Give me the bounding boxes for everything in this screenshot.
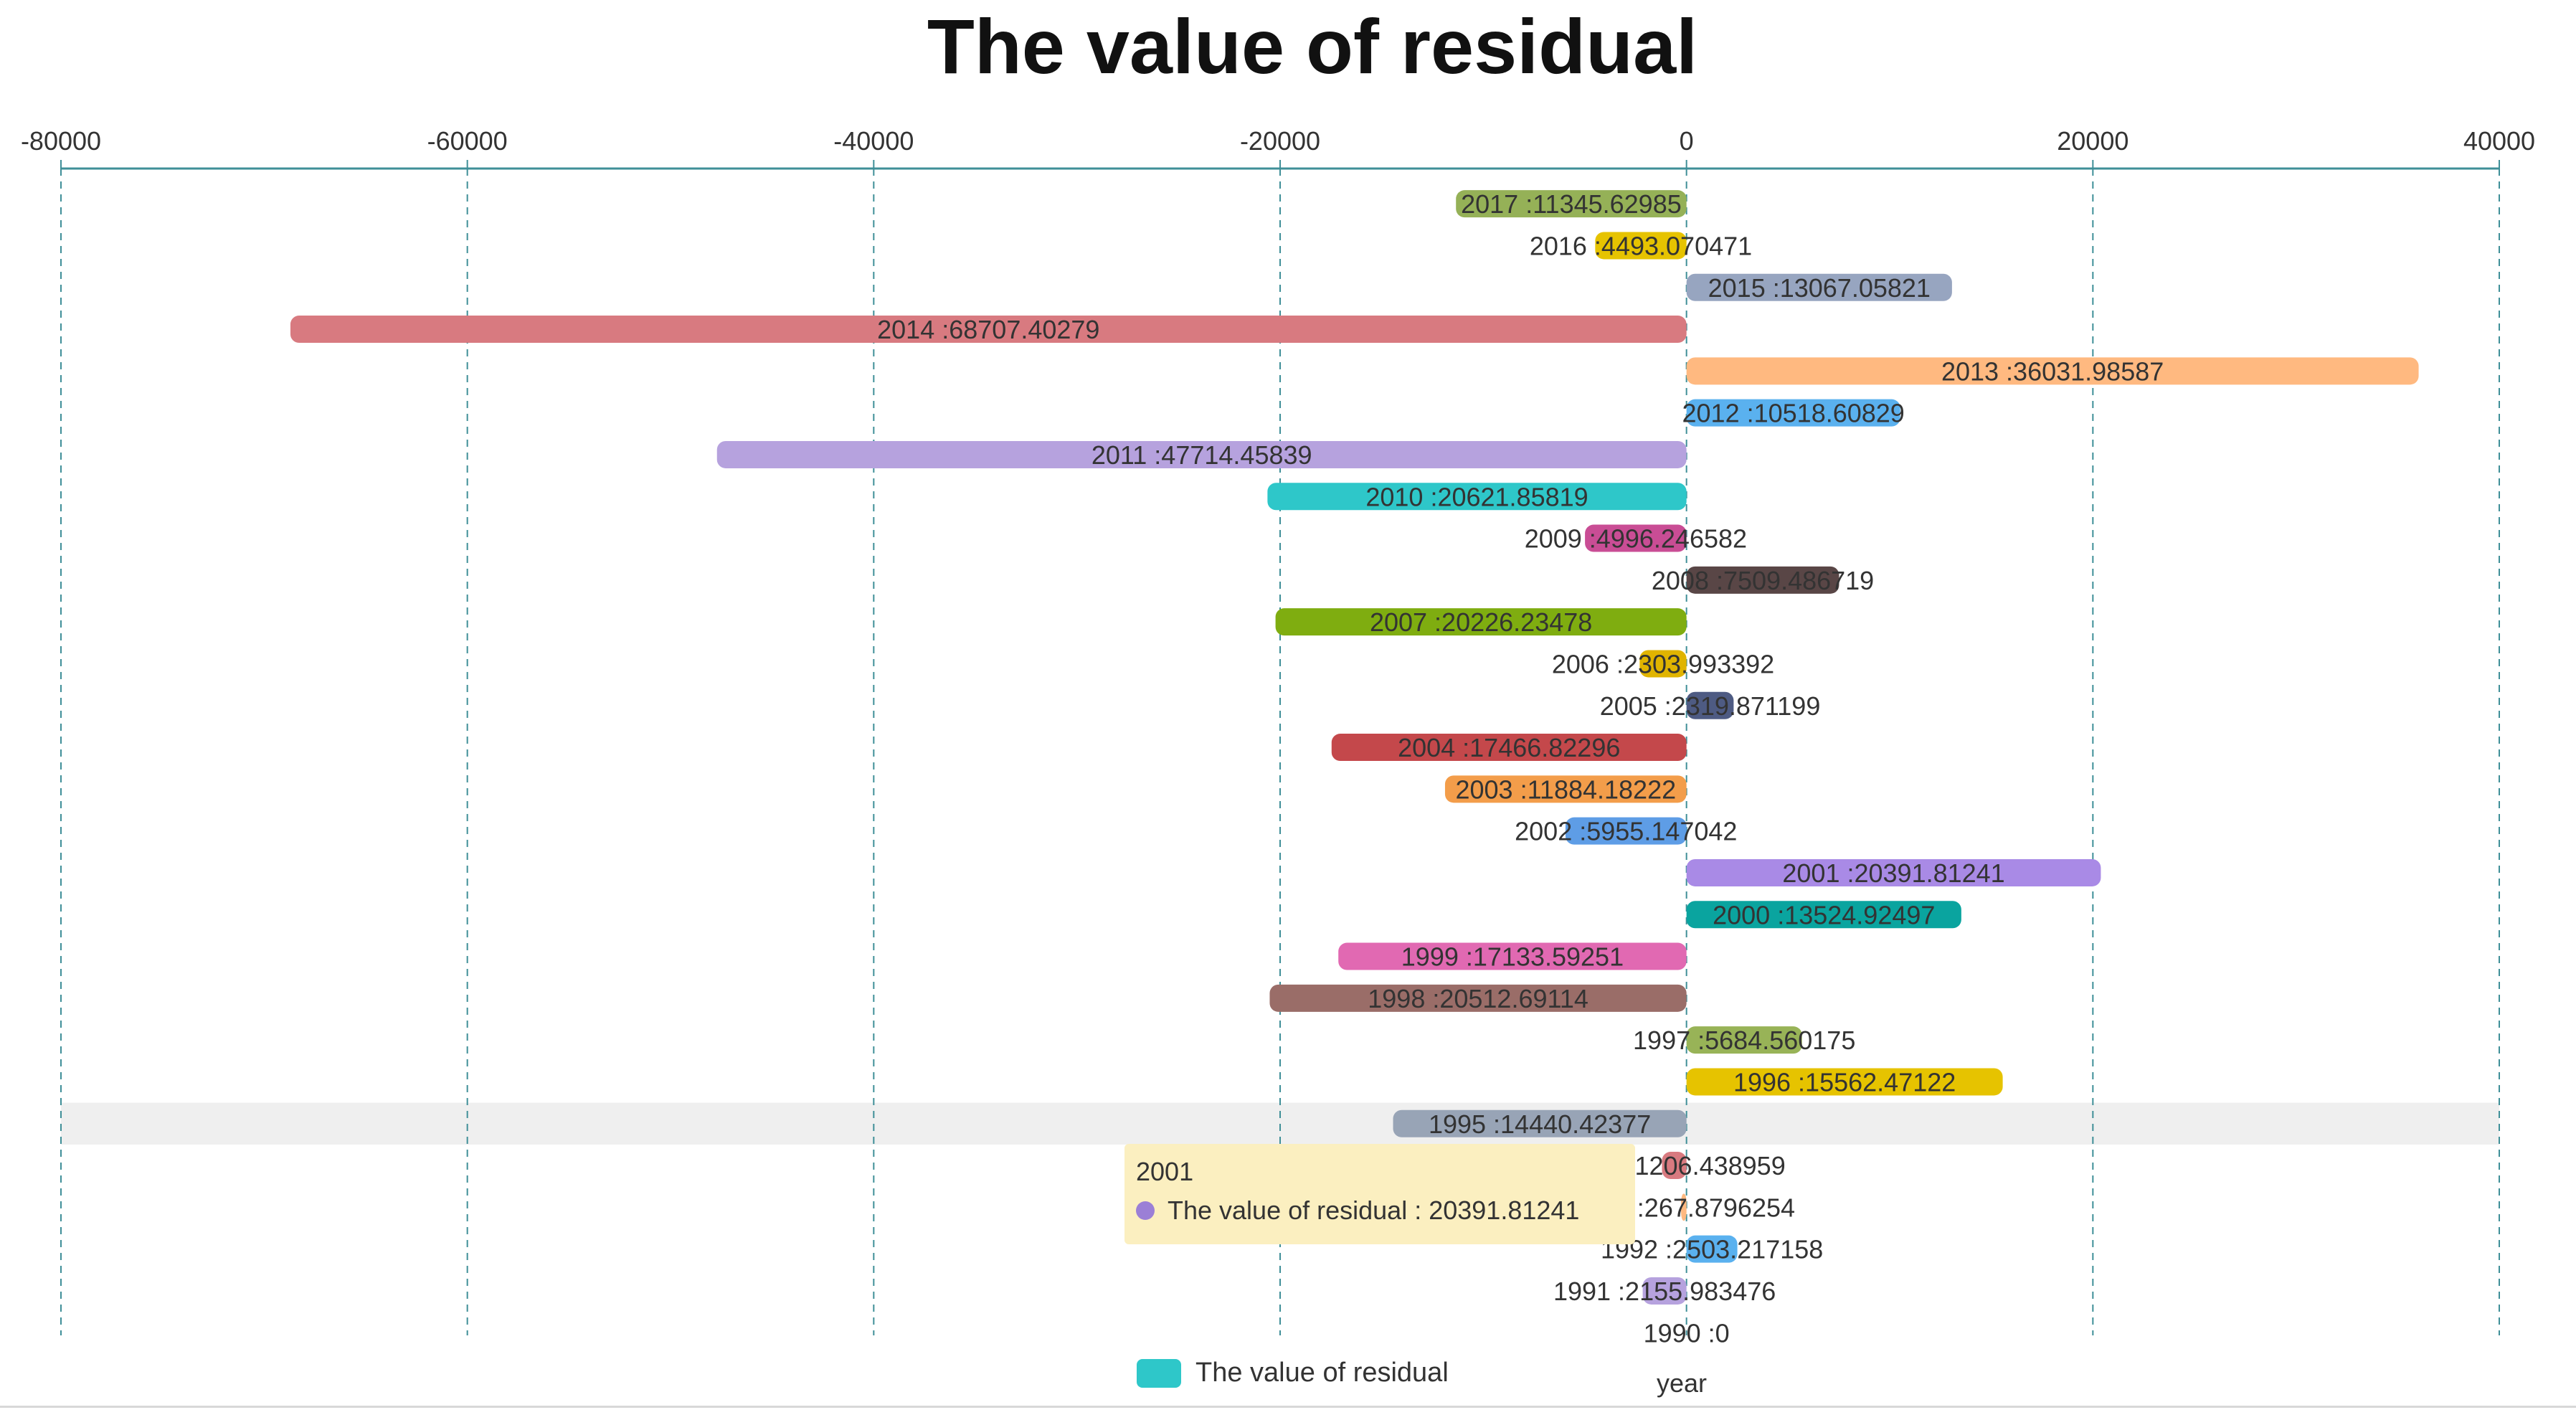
bar-2005 [1686, 691, 1734, 719]
data-label-2017: 2017 :11345.62985 [1461, 189, 1682, 219]
bar-1991 [1642, 1277, 1687, 1305]
bar-2007 [1275, 608, 1687, 636]
tooltip-separator: : [1407, 1196, 1429, 1225]
bar-1998 [1269, 984, 1687, 1012]
data-label-2010: 2010 :20621.85819 [1365, 482, 1588, 511]
data-label-1992: 1992 :2503.217158 [1601, 1235, 1823, 1264]
bar-1992 [1686, 1235, 1738, 1263]
data-label-2012: 2012 :10518.60829 [1682, 399, 1905, 428]
data-label-2013: 2013 :36031.98587 [1941, 356, 2164, 386]
tooltip: 2001 The value of residual : 20391.81241 [1124, 1144, 1635, 1244]
bar-2004 [1331, 734, 1687, 762]
data-label-1991: 1991 :2155.983476 [1553, 1277, 1776, 1306]
bottom-divider [0, 1406, 2576, 1408]
bar-2011 [716, 440, 1687, 468]
x-tick-label: 0 [1680, 126, 1694, 156]
chart-title: The value of residual [927, 3, 1698, 90]
data-label-1995: 1995 :14440.42377 [1429, 1109, 1651, 1139]
data-label-2008: 2008 :7509.486719 [1652, 566, 1874, 595]
y-axis-name: year [1657, 1368, 1708, 1398]
tooltip-marker-icon [1136, 1201, 1155, 1220]
data-label-2007: 2007 :20226.23478 [1370, 607, 1592, 637]
data-label-2004: 2004 :17466.82296 [1398, 733, 1620, 762]
data-label-1998: 1998 :20512.69114 [1368, 984, 1588, 1013]
data-label-1997: 1997 :5684.560175 [1633, 1026, 1855, 1055]
data-label-2002: 2002 :5955.147042 [1515, 817, 1737, 846]
bar-1996 [1686, 1068, 2003, 1096]
bar-1999 [1338, 942, 1687, 970]
bar-2006 [1639, 650, 1687, 678]
bar-2013 [1686, 357, 2419, 385]
tooltip-value: 20391.81241 [1429, 1196, 1580, 1225]
data-label-2009: 2009 :4996.246582 [1525, 524, 1747, 554]
data-label-2006: 2006 :2303.993392 [1552, 649, 1774, 678]
data-label-2016: 2016 :4493.070471 [1530, 231, 1752, 260]
bar-2014 [290, 316, 1687, 344]
legend-swatch[interactable] [1137, 1358, 1181, 1388]
data-label-2005: 2005 :2319.871199 [1600, 691, 1821, 721]
x-tick-label: -20000 [1240, 126, 1320, 156]
bar-2008 [1686, 566, 1839, 594]
bar-2017 [1456, 190, 1687, 218]
x-tick-label: -60000 [427, 126, 508, 156]
data-label-2003: 2003 :11884.18222 [1455, 775, 1676, 804]
data-label-2001: 2001 :20391.81241 [1782, 858, 2004, 888]
x-tick-label: 20000 [2057, 126, 2128, 156]
legend-label[interactable]: The value of residual [1195, 1358, 1449, 1388]
bar-2003 [1444, 775, 1687, 803]
data-label-1999: 1999 :17133.59251 [1401, 942, 1624, 972]
tooltip-category: 2001 [1136, 1157, 1194, 1186]
data-label-2011: 2011 :47714.45839 [1092, 440, 1312, 470]
data-label-2000: 2000 :13524.92497 [1713, 900, 1935, 929]
tooltip-row: The value of residual : 20391.81241 [1136, 1196, 1624, 1226]
bar-2010 [1267, 483, 1687, 511]
data-label-1990: 1990 :0 [1644, 1318, 1730, 1348]
bar-1995 [1393, 1109, 1687, 1137]
bar-2015 [1686, 273, 1952, 301]
bar-2009 [1585, 524, 1687, 552]
bar-1994 [1662, 1152, 1687, 1180]
legend[interactable]: The value of residual [1137, 1358, 1449, 1388]
bar-2001 [1686, 858, 2101, 886]
tooltip-series: The value of residual [1168, 1196, 1408, 1225]
x-tick-label: -80000 [21, 126, 101, 156]
bar-2012 [1686, 399, 1900, 427]
bar-1997 [1686, 1026, 1802, 1054]
data-label-2015: 2015 :13067.05821 [1708, 273, 1931, 303]
x-tick-label: 40000 [2463, 126, 2535, 156]
x-tick-label: -40000 [833, 126, 914, 156]
bar-1993 [1681, 1193, 1687, 1221]
bar-2000 [1686, 901, 1961, 929]
data-label-1996: 1996 :15562.47122 [1733, 1067, 1956, 1097]
bar-2016 [1595, 232, 1687, 260]
bar-2002 [1565, 817, 1687, 845]
data-label-2014: 2014 :68707.40279 [877, 315, 1099, 344]
